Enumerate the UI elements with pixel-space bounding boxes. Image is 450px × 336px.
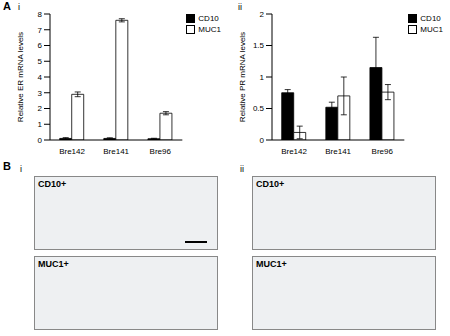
svg-text:1: 1 [38,120,43,129]
html-text:i: i [20,164,22,174]
svg-text:1: 1 [260,73,265,82]
html-text:A: A [3,0,11,12]
svg-text:3: 3 [38,89,43,98]
html-text:i: i [18,2,20,12]
html-text:ii: ii [240,164,244,174]
svg-text:0: 0 [260,136,265,145]
html-text:MUC1: MUC1 [420,25,443,34]
svg-text:Bre142: Bre142 [281,147,307,156]
html-text:MUC1: MUC1 [198,25,221,34]
html-text:MUC1+: MUC1+ [256,259,287,269]
svg-text:Bre96: Bre96 [372,147,394,156]
html-text:CD10+: CD10+ [256,179,285,189]
html-text:CD10: CD10 [198,14,219,23]
svg-text:Relative ER mRNA levels: Relative ER mRNA levels [16,32,25,122]
html-text:B: B [3,160,11,172]
svg-text:2: 2 [260,10,265,19]
svg-text:Bre141: Bre141 [103,147,129,156]
html-text:ii: ii [238,2,242,12]
svg-text:Bre142: Bre142 [59,147,85,156]
svg-text:Relative PR mRNA levels: Relative PR mRNA levels [238,32,247,122]
svg-text:Bre141: Bre141 [325,147,351,156]
svg-text:0.5: 0.5 [253,104,265,113]
html-text:CD10+: CD10+ [38,179,67,189]
svg-text:Bre96: Bre96 [150,147,172,156]
svg-text:5: 5 [38,57,43,66]
svg-text:6: 6 [38,41,43,50]
svg-text:2: 2 [38,104,43,113]
svg-text:4: 4 [38,73,43,82]
svg-text:0: 0 [38,136,43,145]
svg-text:8: 8 [38,10,43,19]
svg-text:7: 7 [38,26,43,35]
svg-text:1.5: 1.5 [253,41,265,50]
html-text:CD10: CD10 [420,14,441,23]
html-text:MUC1+: MUC1+ [38,259,69,269]
